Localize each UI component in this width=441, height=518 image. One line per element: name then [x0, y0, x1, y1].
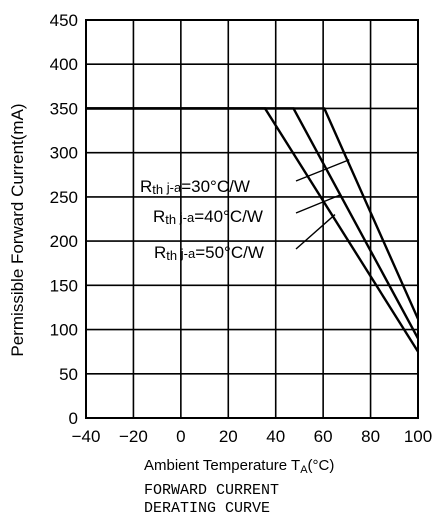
x-tick-label: 80 [361, 427, 380, 446]
x-tick-labels: −40 −20 0 20 40 60 80 100 [72, 427, 433, 446]
x-axis-label-subscript: A [300, 464, 308, 476]
x-tick-label: 100 [404, 427, 432, 446]
x-tick-label: 40 [266, 427, 285, 446]
series-annotation-label: Rth j-a=50°C/W [154, 243, 264, 263]
x-axis-label-unit: (°C) [308, 457, 335, 474]
series-line [86, 107, 420, 353]
y-tick-label: 400 [50, 55, 78, 74]
series-lines [86, 107, 420, 353]
x-tick-label: 0 [176, 427, 185, 446]
annotation-leader [295, 159, 350, 182]
y-tick-label: 50 [59, 365, 78, 384]
x-axis-label-main: Ambient Temperature T [144, 457, 300, 474]
y-tick-label: 100 [50, 321, 78, 340]
x-tick-label: 60 [314, 427, 333, 446]
y-tick-label: 350 [50, 99, 78, 118]
y-tick-label: 0 [69, 409, 78, 428]
y-tick-label: 150 [50, 276, 78, 295]
y-tick-label: 450 [50, 11, 78, 30]
plot-frame [85, 19, 419, 419]
x-tick-label: −40 [72, 427, 101, 446]
series-annotation-label: Rth j-a=30°C/W [140, 177, 250, 197]
x-axis-label: Ambient Temperature TA(°C) [144, 457, 334, 476]
annotation-leader [295, 194, 341, 214]
y-axis-label: Permissible Forward Current(mA) [8, 103, 27, 356]
x-tick-label: 20 [219, 427, 238, 446]
y-tick-label: 300 [50, 144, 78, 163]
series-annotation-label: Rth j-a=40°C/W [153, 207, 263, 227]
annotation-leader [295, 214, 336, 250]
x-tick-label: −20 [119, 427, 148, 446]
y-tick-label: 200 [50, 232, 78, 251]
y-tick-labels: 0 50 100 150 200 250 300 350 400 450 [50, 11, 78, 428]
series-annotations: Rth j-a=30°C/W Rth j-a=40°C/W Rth j-a=50°C… [140, 177, 264, 263]
annotation-leaders [295, 159, 350, 250]
caption-line-2: DERATING CURVE [144, 500, 270, 517]
caption-line-1: FORWARD CURRENT [144, 482, 279, 499]
y-tick-label: 250 [50, 188, 78, 207]
